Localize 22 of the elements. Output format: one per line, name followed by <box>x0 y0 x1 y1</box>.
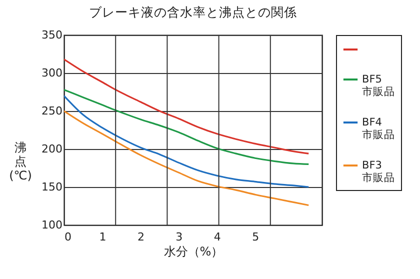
x-tick-label: 0 <box>64 230 72 244</box>
legend-label: BF3 市販品 <box>362 160 395 184</box>
y-tick-label: 150 <box>42 180 62 194</box>
y-tick-label: 100 <box>42 218 62 232</box>
x-tick-label: 2 <box>137 230 144 244</box>
chart-title: ブレーキ液の含水率と沸点との関係 <box>89 4 297 20</box>
x-axis-title: 水分（%） <box>164 244 224 258</box>
x-tick-label: 1 <box>99 230 106 244</box>
y-axis-title: 沸点(℃) <box>9 140 32 182</box>
x-tick-label: 5 <box>252 230 260 244</box>
y-tick-label: 200 <box>42 142 62 156</box>
line-series <box>64 95 310 188</box>
x-tick-label: 3 <box>176 230 183 244</box>
legend-label: BF5 市販品 <box>362 74 395 98</box>
line-series <box>64 88 310 165</box>
legend-label: BF4 市販品 <box>362 116 395 141</box>
line-series <box>64 58 310 154</box>
y-tick-label: 350 <box>42 28 62 42</box>
line-series <box>64 110 310 206</box>
y-tick-label: 300 <box>42 66 62 80</box>
y-tick-label: 250 <box>42 104 62 118</box>
x-tick-label: 4 <box>214 230 221 244</box>
